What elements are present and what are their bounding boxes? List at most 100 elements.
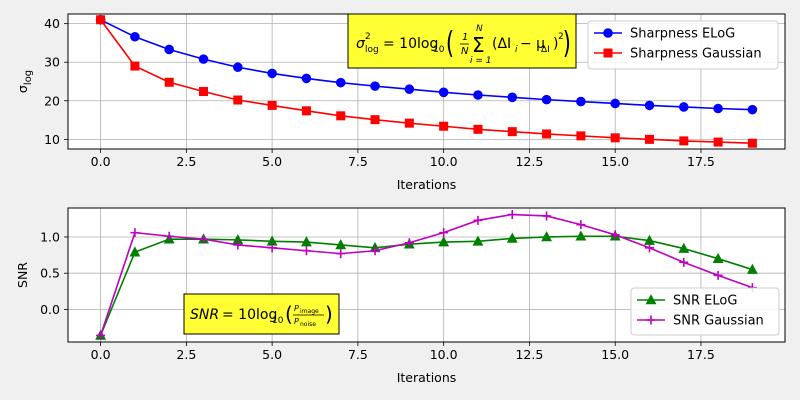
data-point xyxy=(336,111,346,121)
x-tick-label: 5.0 xyxy=(262,154,282,169)
data-point xyxy=(336,249,346,259)
data-point xyxy=(713,270,723,280)
legend: Sharpness ELoG Sharpness Gaussian xyxy=(587,20,779,70)
data-point xyxy=(610,98,620,109)
data-point xyxy=(678,102,689,112)
chart-snr: 0.0 2.5 5.0 7.5 10.0 12.5 15.0 17.5 0.0 0.5 1.0 It… xyxy=(15,207,786,385)
data-point xyxy=(542,211,552,221)
data-point xyxy=(130,61,140,71)
formula-sup-2: 2 xyxy=(365,32,371,42)
data-point xyxy=(439,121,449,131)
data-point xyxy=(473,124,483,134)
data-point xyxy=(404,118,414,128)
formula-snr-sub-10: 10 xyxy=(272,316,284,326)
data-point xyxy=(233,62,243,73)
formula-box-background xyxy=(183,293,340,335)
data-point xyxy=(439,228,449,238)
formula-sum: Σ xyxy=(472,33,485,57)
legend-marker xyxy=(645,294,657,305)
series-layer xyxy=(95,14,758,148)
data-point xyxy=(370,115,380,125)
x-tick-label: 7.5 xyxy=(348,154,368,169)
formula-eq: = 10log xyxy=(383,36,438,52)
formula-sub-i: i xyxy=(515,45,518,55)
formula-sum-bottom: i = 1 xyxy=(470,56,492,66)
data-point xyxy=(301,246,311,256)
legend-label: SNR Gaussian xyxy=(673,314,764,329)
data-point xyxy=(198,54,209,64)
data-point xyxy=(507,92,518,103)
formula-snr-den: P xyxy=(294,317,299,326)
data-point xyxy=(747,138,757,148)
x-tick-label: 10.0 xyxy=(430,347,458,362)
data-point xyxy=(575,230,587,241)
formula-frac-N: N xyxy=(461,46,469,57)
plot-frame xyxy=(67,207,786,343)
formula-sharpness: σ 2 log = 10log 10 ( 1 N N Σ i = 1 (ΔI i… xyxy=(356,24,571,66)
x-tick-label: 17.5 xyxy=(687,154,715,169)
data-point xyxy=(404,84,415,95)
data-point xyxy=(644,100,655,111)
formula-minus-mu: − μ xyxy=(520,36,545,52)
formula-snr-rparen: ) xyxy=(325,302,333,326)
data-point xyxy=(610,230,620,240)
legend-label: Sharpness ELoG xyxy=(630,27,735,42)
formula-sub-log: log xyxy=(365,45,379,55)
formula-body: (ΔI xyxy=(492,36,511,52)
data-point xyxy=(506,232,518,243)
y-tick-label: 1.0 xyxy=(40,229,60,244)
y-tick-label: 40 xyxy=(44,16,60,31)
formula-snr-eq: = 10log xyxy=(222,307,277,323)
x-tick-label: 15.0 xyxy=(601,347,629,362)
data-point xyxy=(129,246,141,257)
formula-snr-den-sub: noise xyxy=(300,321,316,328)
legend-marker xyxy=(646,315,656,325)
x-tick-label: 15.0 xyxy=(601,154,629,169)
data-point xyxy=(301,106,311,116)
data-point xyxy=(713,103,723,114)
x-tick-label: 17.5 xyxy=(687,347,715,362)
data-point xyxy=(335,77,346,88)
legend-label: SNR ELoG xyxy=(673,294,737,309)
y-axis-label-sigma: σ xyxy=(15,85,30,93)
data-point xyxy=(507,127,517,137)
legend-box xyxy=(587,20,779,70)
x-tick-label: 5.0 xyxy=(262,347,282,362)
y-axis-label-sub: log xyxy=(23,70,34,85)
x-tick-label: 2.5 xyxy=(176,347,196,362)
data-point xyxy=(96,330,106,340)
legend: SNR ELoG SNR Gaussian xyxy=(630,287,780,336)
data-point xyxy=(576,131,586,141)
data-point xyxy=(644,134,654,144)
data-point xyxy=(301,73,312,84)
formula-frac-1: 1 xyxy=(462,32,468,43)
data-point xyxy=(233,240,243,250)
data-point xyxy=(335,239,347,250)
data-point xyxy=(678,242,690,253)
formula-lparen: ( xyxy=(446,26,454,61)
y-axis-label: SNR xyxy=(15,262,30,288)
formula-snr-num-sub: image xyxy=(300,308,319,315)
data-point xyxy=(746,263,758,274)
ticks: 0.0 2.5 5.0 7.5 10.0 12.5 15.0 17.5 0.0 0.5 1.0 xyxy=(40,229,715,362)
data-point xyxy=(473,90,483,100)
x-tick-label: 10.0 xyxy=(430,154,458,169)
series-layer xyxy=(95,210,758,340)
series-line xyxy=(99,213,753,336)
series-line xyxy=(99,235,753,336)
data-point xyxy=(507,210,517,220)
data-point xyxy=(576,220,586,230)
legend-marker xyxy=(603,48,613,58)
formula-sub-delta: ΔI xyxy=(541,45,550,55)
legend-label: Sharpness Gaussian xyxy=(630,47,762,62)
data-point xyxy=(267,68,277,79)
data-point xyxy=(233,95,243,105)
data-point xyxy=(713,137,723,147)
series-line xyxy=(99,19,753,145)
data-point xyxy=(164,77,174,87)
data-point xyxy=(130,228,140,238)
data-point xyxy=(438,236,450,247)
data-point xyxy=(267,100,277,110)
x-tick-label: 0.0 xyxy=(91,347,111,362)
